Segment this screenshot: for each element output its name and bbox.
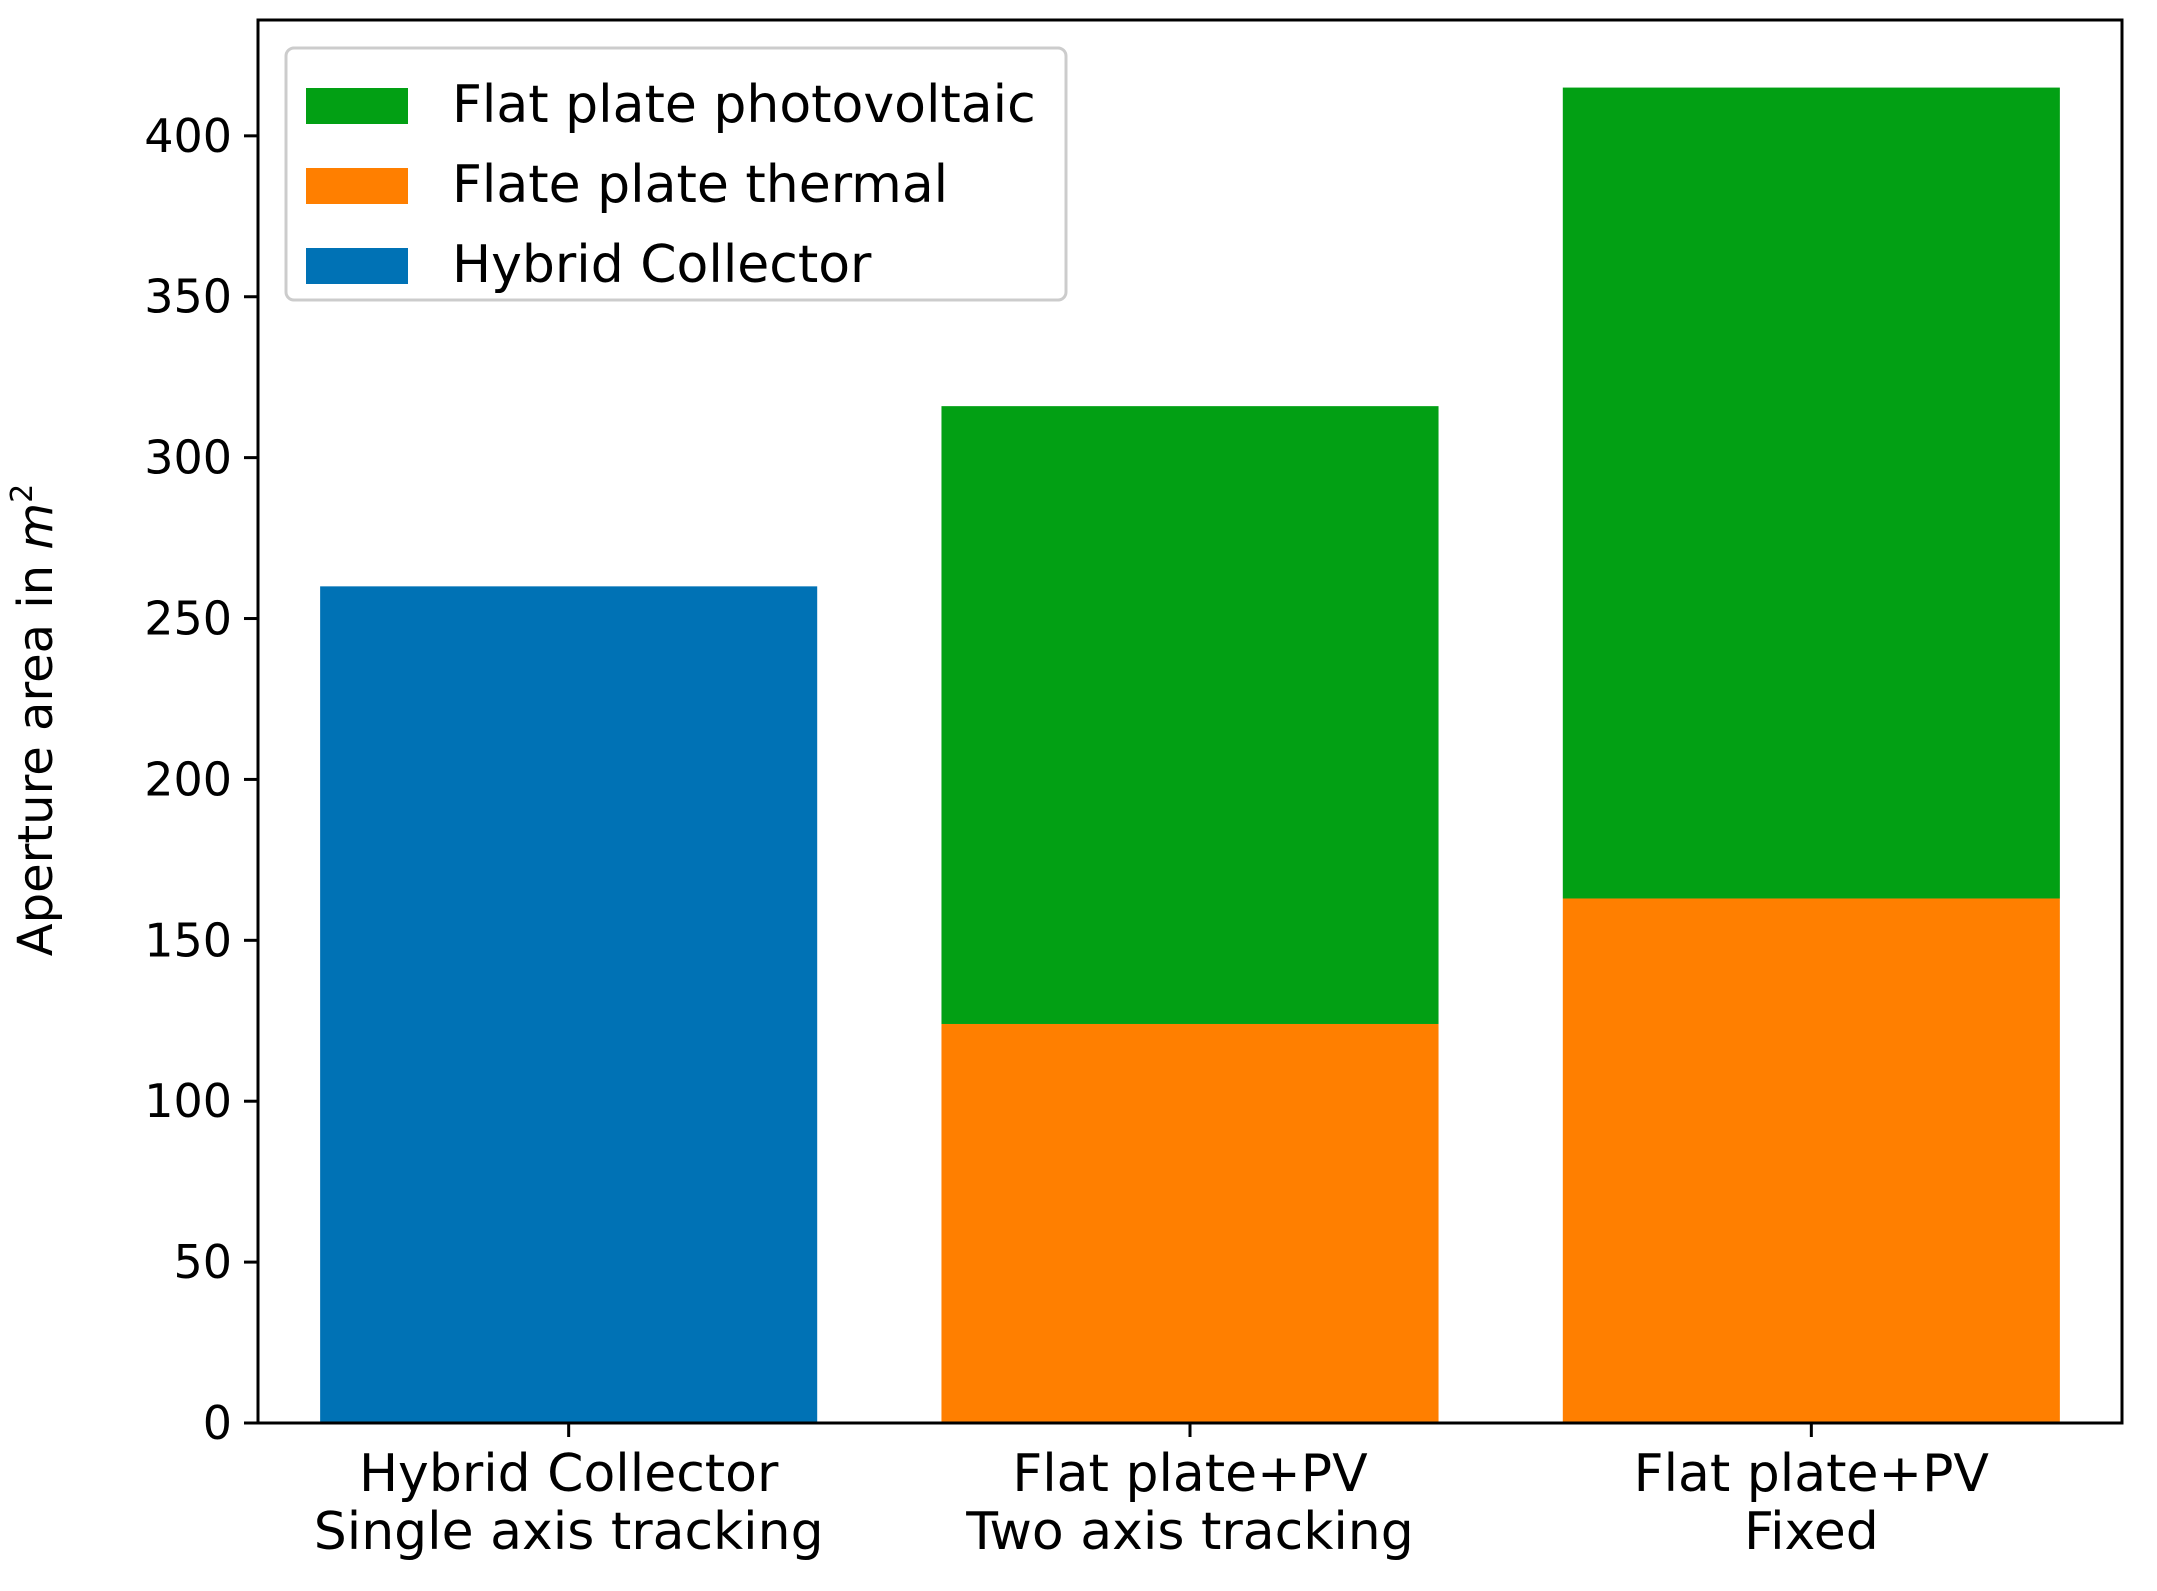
bar-2-series-3 — [941, 406, 1439, 1024]
bar-3-series-3 — [1562, 87, 2060, 899]
plot-frame — [256, 18, 2124, 1425]
bar-2-series-2 — [941, 1023, 1439, 1423]
x-tick-label: Hybrid Collector — [359, 1444, 779, 1504]
legend-swatch — [306, 168, 408, 204]
y-tick-label: 250 — [144, 592, 232, 646]
y-axis-label-exponent: 2 — [5, 484, 40, 503]
x-tick-label: Flat plate+PV — [1012, 1444, 1368, 1504]
legend-swatch — [306, 88, 408, 124]
y-tick-label: 200 — [144, 752, 232, 806]
y-tick-label: 150 — [144, 913, 232, 967]
bar-3-series-2 — [1562, 898, 2060, 1423]
y-tick-label: 100 — [144, 1074, 232, 1128]
y-axis: 0 50 100 150 200 250 300 350 400 — [144, 109, 258, 1450]
y-tick-label: 300 — [144, 431, 232, 485]
bar-1-series-1 — [320, 586, 818, 1423]
x-tick-label: Flat plate+PV — [1634, 1444, 1990, 1504]
legend-label: Hybrid Collector — [452, 235, 872, 295]
y-axis-label: Aperture area in m2 — [5, 484, 64, 956]
x-tick-label: Fixed — [1744, 1502, 1879, 1562]
legend-label: Flate plate thermal — [452, 155, 948, 215]
x-tick-label: Single axis tracking — [314, 1502, 824, 1562]
y-tick-label: 50 — [173, 1235, 232, 1289]
y-axis-label-text: Aperture area in — [8, 565, 64, 956]
bars-group — [320, 87, 2060, 1423]
y-tick-label: 350 — [144, 270, 232, 324]
y-tick-label: 0 — [203, 1396, 232, 1450]
legend-box — [284, 46, 1068, 302]
legend-label: Flat plate photovoltaic — [452, 75, 1036, 135]
y-tick-label: 400 — [144, 109, 232, 163]
legend-swatch — [306, 248, 408, 284]
legend: Flat plate photovoltaic Flate plate therm… — [284, 46, 1068, 302]
x-tick-label: Two axis tracking — [965, 1502, 1413, 1562]
y-axis-label-unit: m — [8, 503, 64, 550]
